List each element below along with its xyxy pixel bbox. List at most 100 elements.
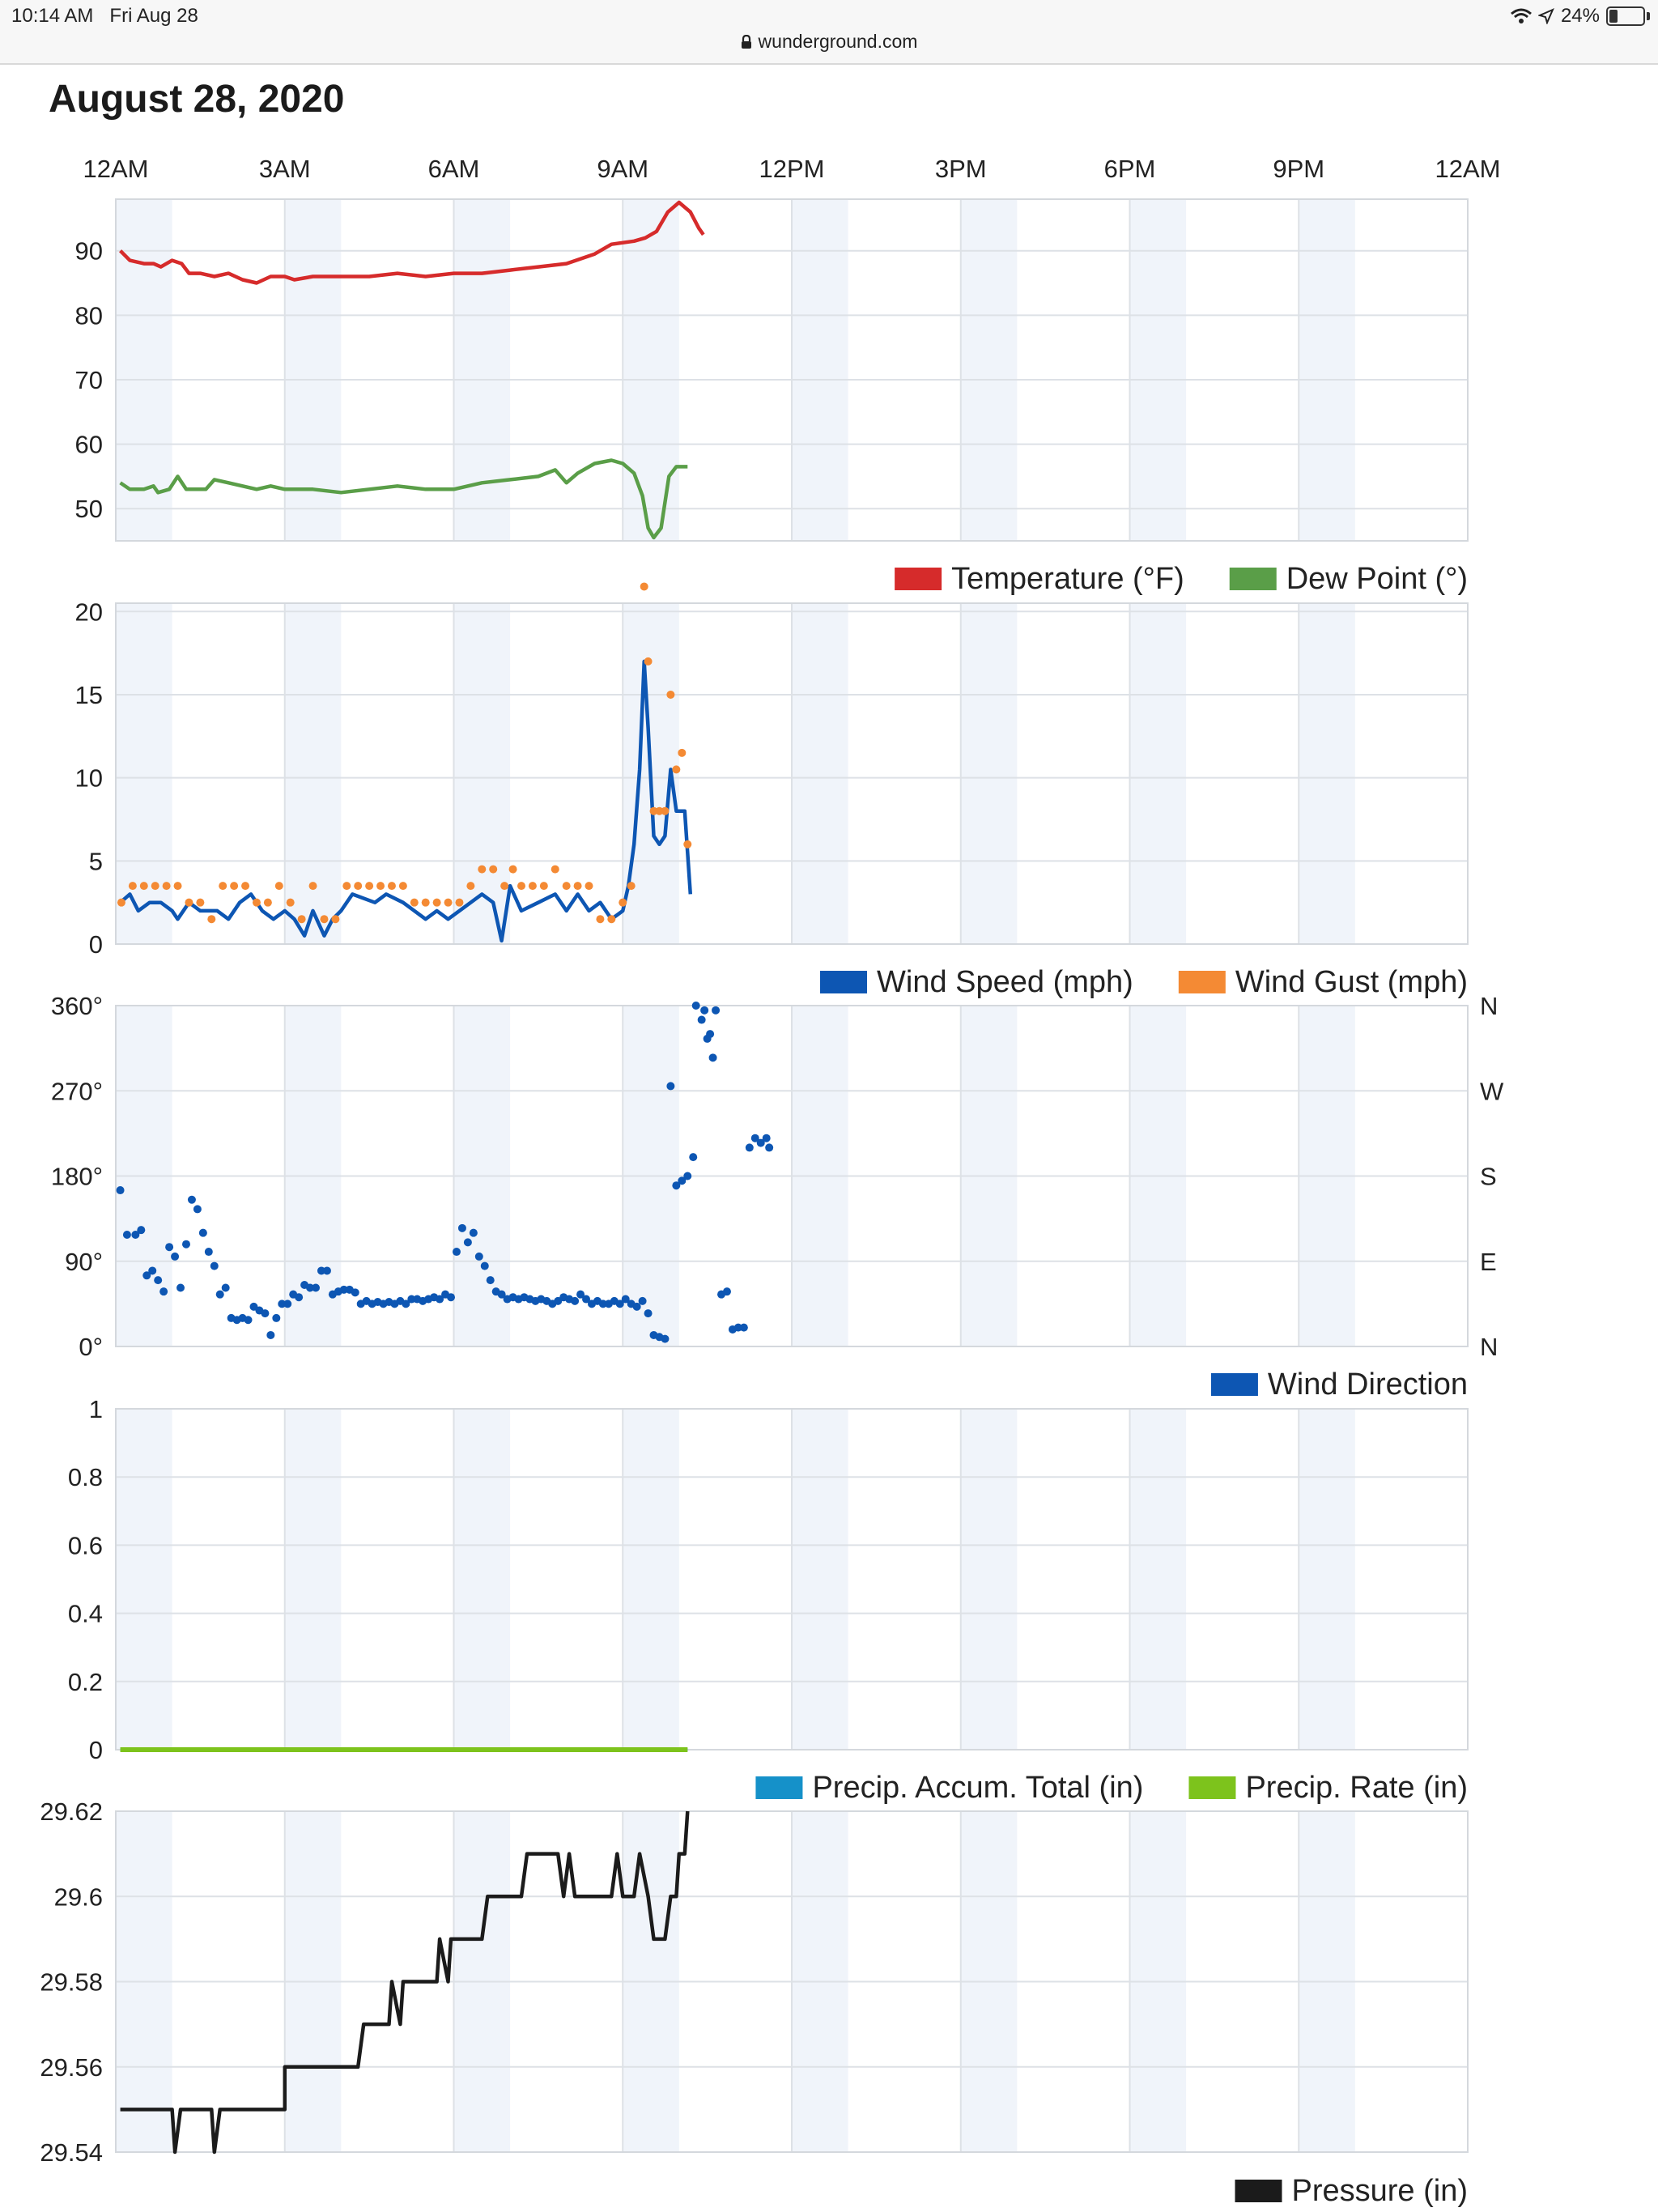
grid-band: [284, 1409, 342, 1750]
legend-swatch: [1210, 1373, 1258, 1396]
data-point: [576, 1290, 585, 1299]
legend-swatch: [1235, 2180, 1282, 2202]
data-point: [756, 1138, 765, 1147]
data-point: [171, 1252, 180, 1261]
grid-band: [1129, 1409, 1187, 1750]
y-tick-label: 1: [89, 1395, 103, 1423]
grid-band: [623, 199, 679, 541]
data-point: [116, 1186, 125, 1195]
data-point: [142, 1271, 151, 1280]
plot-border: [115, 1810, 1469, 2153]
data-point: [295, 1293, 304, 1302]
data-point: [210, 1261, 219, 1270]
data-point: [204, 1248, 213, 1257]
data-point: [193, 1205, 202, 1214]
data-point: [278, 1300, 287, 1308]
data-point: [320, 915, 329, 924]
series-line: [119, 200, 705, 285]
data-point: [286, 898, 295, 907]
data-point: [517, 882, 525, 891]
grid-band: [1299, 603, 1355, 944]
plot-border: [115, 1005, 1469, 1347]
data-point: [187, 1195, 196, 1204]
data-point: [478, 865, 487, 874]
legend-label: Wind Gust (mph): [1235, 965, 1468, 999]
data-point: [436, 1295, 444, 1304]
data-point: [551, 865, 559, 874]
data-point: [689, 1153, 698, 1162]
legend-swatch: [1178, 971, 1226, 993]
data-point: [387, 882, 396, 891]
data-point: [221, 1283, 230, 1292]
y-tick-label: 29.56: [40, 2053, 103, 2082]
data-point: [621, 1295, 630, 1304]
data-point: [615, 1300, 624, 1308]
data-point: [762, 1134, 771, 1142]
data-point: [173, 882, 182, 891]
data-point: [176, 1283, 185, 1292]
chart-panel-temp_dew: 50 60 70 80 90 Dew Point (°) Temperature (°F): [75, 198, 1469, 596]
wifi-icon: [1510, 8, 1532, 23]
data-point: [266, 1330, 275, 1339]
data-point: [750, 1134, 759, 1142]
data-point: [151, 882, 159, 891]
right-axis-label: N: [1480, 992, 1498, 1020]
data-point: [607, 915, 616, 924]
data-point: [644, 1309, 653, 1318]
grid-band: [284, 603, 342, 944]
status-time: 10:14 AM Fri Aug 28: [11, 5, 198, 28]
data-point: [139, 882, 148, 891]
data-point: [322, 1266, 331, 1275]
data-point: [598, 1300, 607, 1308]
legend-label: Wind Direction: [1268, 1368, 1468, 1402]
grid-band: [453, 1409, 511, 1750]
data-point: [678, 1176, 687, 1185]
y-tick-label: 180°: [51, 1163, 103, 1191]
grid-band: [1129, 199, 1187, 541]
grid-band: [116, 603, 172, 944]
data-point: [474, 1252, 483, 1261]
y-tick-label: 80: [75, 301, 103, 330]
right-axis-label: W: [1480, 1077, 1504, 1105]
legend-swatch: [895, 568, 942, 590]
plot-border: [115, 602, 1469, 945]
data-point: [308, 882, 317, 891]
lock-icon: [741, 34, 751, 49]
data-point: [463, 1238, 472, 1247]
plot-border: [115, 1408, 1469, 1750]
status-indicators: 24%: [1510, 5, 1650, 28]
grid-band: [1129, 603, 1187, 944]
y-tick-label: 29.58: [40, 1968, 103, 1997]
legend-label: Wind Speed (mph): [877, 965, 1133, 999]
y-tick-label: 60: [75, 431, 103, 459]
y-tick-label: 15: [75, 681, 103, 709]
data-point: [261, 1309, 270, 1318]
data-point: [585, 882, 593, 891]
data-point: [122, 1231, 131, 1240]
y-tick-label: 0.8: [68, 1463, 103, 1491]
data-point: [497, 1290, 506, 1299]
data-point: [640, 582, 648, 591]
plot-border: [115, 198, 1469, 542]
y-tick-label: 29.6: [54, 1882, 103, 1911]
y-tick-label: 29.54: [40, 2138, 103, 2167]
data-point: [263, 898, 272, 907]
data-point: [215, 1290, 224, 1299]
data-point: [230, 882, 239, 891]
data-point: [354, 882, 363, 891]
grid-band: [116, 1409, 172, 1750]
chart-panel-precip: 0 0.2 0.4 0.6 0.8 1 Precip. Rate (in) Precip. A…: [68, 1395, 1469, 1805]
y-tick-label: 0: [89, 930, 103, 959]
legend-swatch: [755, 1776, 803, 1799]
data-point: [452, 1248, 461, 1257]
data-point: [661, 806, 670, 815]
y-tick-label: 5: [89, 847, 103, 875]
data-point: [148, 1266, 157, 1275]
data-point: [666, 690, 675, 699]
data-point: [241, 882, 250, 891]
address-bar[interactable]: wunderground.com: [0, 31, 1658, 53]
data-point: [457, 1223, 466, 1232]
x-tick-label: 3PM: [935, 155, 987, 183]
data-point: [649, 806, 658, 815]
chart-panel-wind_direction: 0° 90° 180° 270° 360° N E S W N Wind Direction: [51, 992, 1504, 1402]
